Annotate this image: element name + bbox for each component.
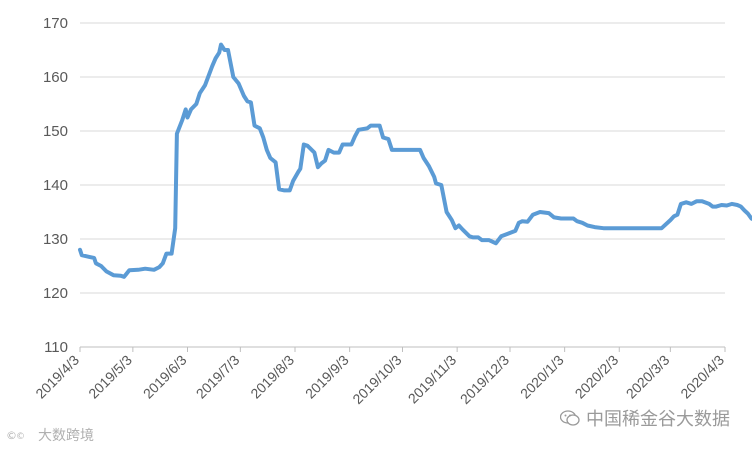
x-axis-ticks: 2019/4/3 2019/5/3 2019/6/3 2019/7/3 2019/8/3… — [32, 347, 727, 407]
wechat-icon — [560, 410, 580, 426]
y-tick-label: 120 — [43, 285, 68, 302]
y-tick-label: 110 — [44, 339, 68, 356]
svg-text:©: © — [6, 429, 17, 442]
x-tick-label: 2019/5/3 — [85, 352, 135, 402]
y-tick-label: 140 — [43, 177, 68, 194]
x-tick-label: 2020/1/3 — [517, 352, 567, 402]
series-layer — [78, 42, 752, 279]
x-tick-label: 2020/3/3 — [623, 352, 673, 402]
watermark-wechat: 中国稀金谷大数据 — [560, 405, 730, 431]
watermark-right-text: 中国稀金谷大数据 — [586, 409, 730, 430]
watermark-left-text: 大数跨境 — [38, 428, 94, 444]
cc-icon: © © — [6, 429, 25, 442]
y-tick-label: 160 — [43, 69, 68, 86]
x-tick-label: 2020/2/3 — [572, 352, 622, 402]
gridlines — [80, 22, 725, 294]
svg-text:©: © — [16, 432, 25, 442]
x-tick-label: 2019/11/3 — [405, 352, 460, 407]
watermark-bottom-left: © © 大数跨境 — [6, 425, 94, 445]
x-tick-label: 2020/4/3 — [677, 352, 727, 402]
x-tick-label: 2019/12/3 — [457, 352, 513, 408]
y-tick-label: 150 — [43, 123, 68, 140]
x-tick-label: 2019/10/3 — [349, 352, 405, 408]
x-tick-label: 2019/9/3 — [302, 352, 352, 402]
x-tick-label: 2019/7/3 — [193, 352, 243, 402]
x-tick-label: 2019/8/3 — [247, 352, 297, 402]
x-tick-label: 2019/4/3 — [32, 352, 82, 402]
x-tick-label: 2019/6/3 — [140, 352, 190, 402]
y-tick-label: 130 — [43, 231, 68, 248]
y-axis-ticks: 110 120 130 140 150 160 170 — [43, 15, 68, 356]
y-tick-label: 170 — [43, 15, 68, 32]
series-line — [78, 42, 752, 279]
